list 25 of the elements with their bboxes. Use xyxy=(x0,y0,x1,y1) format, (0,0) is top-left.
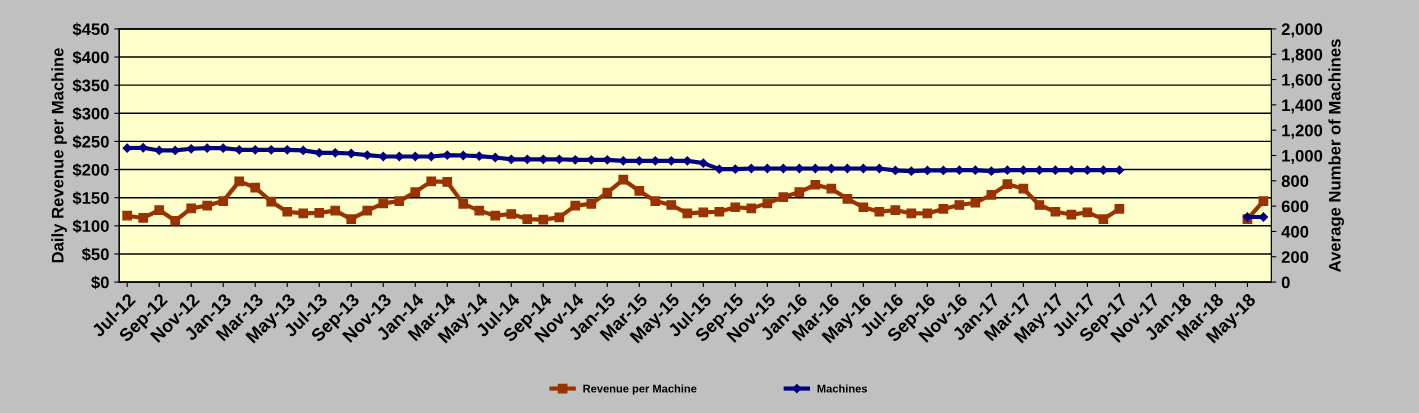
y-tick-label: $50 xyxy=(81,247,109,262)
y2-tick-label: 0 xyxy=(1281,276,1290,289)
y2-tick-label: 200 xyxy=(1281,251,1309,263)
y2-tick-label: 1,200 xyxy=(1282,124,1323,139)
y2-tick-label: 800 xyxy=(1281,175,1309,188)
y-tick-label: $450 xyxy=(72,22,109,37)
y2-tick-label: 1,000 xyxy=(1282,149,1323,165)
y2-tick-label: 1,400 xyxy=(1282,99,1323,114)
y2-tick-label: 1,600 xyxy=(1282,73,1323,89)
y-tick-label: $100 xyxy=(72,219,109,234)
y-tick-label: $400 xyxy=(72,50,109,65)
y2-tick-label: 600 xyxy=(1281,200,1309,213)
y2-axis-title: Average Number of Machines xyxy=(1328,39,1345,272)
y-tick-label: $200 xyxy=(72,163,109,177)
y-axis-title: Daily Revenue per Machine xyxy=(51,48,67,263)
y2-tick-label: 1,800 xyxy=(1282,48,1323,63)
y-tick-label: $350 xyxy=(72,78,109,93)
y2-tick-label: 2,000 xyxy=(1281,23,1323,38)
y-tick-label: $300 xyxy=(72,106,109,121)
y2-tick-label: 400 xyxy=(1281,225,1309,238)
y-tick-label: $250 xyxy=(72,135,109,149)
legend-label: Machines xyxy=(817,384,868,393)
legend-label: Revenue per Machine xyxy=(583,384,697,395)
y-tick-label: $150 xyxy=(72,191,109,205)
y-tick-label: $0 xyxy=(91,275,109,290)
